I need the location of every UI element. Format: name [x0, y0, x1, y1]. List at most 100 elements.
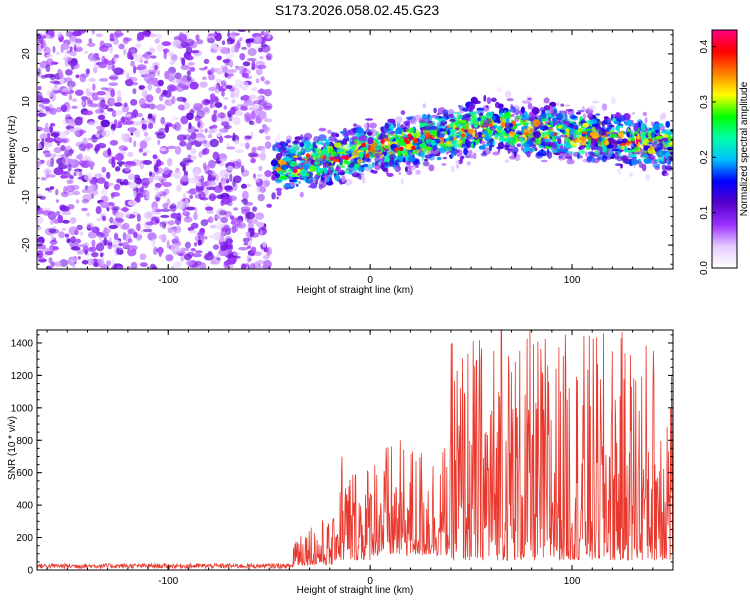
spectrogram-cell	[118, 163, 123, 168]
spectrogram-cell	[382, 167, 388, 172]
spectrogram-cell	[52, 246, 59, 251]
spectrogram-cell	[627, 119, 632, 127]
spectrogram-cell	[163, 48, 167, 55]
spectrogram-cell	[496, 86, 502, 93]
spectrogram-cell	[394, 156, 401, 160]
spectrogram-cell	[37, 142, 42, 150]
y-tick-label: 400	[16, 501, 33, 512]
x-tick-label: 100	[564, 576, 581, 587]
spectrogram-cell	[333, 159, 339, 163]
spectrogram-cell	[172, 213, 178, 219]
spectrogram-cell	[218, 210, 227, 216]
spectrogram-cell	[300, 160, 306, 164]
spectrogram-cell	[414, 149, 420, 154]
spectrogram-cell	[455, 159, 460, 166]
spectrogram-cell	[509, 130, 516, 138]
spectrogram-cell	[488, 144, 495, 148]
spectrogram-cell	[143, 132, 149, 137]
spectrogram-cell	[266, 203, 272, 208]
spectrogram-cell	[554, 135, 561, 139]
spectrogram-cell	[533, 131, 541, 139]
spectrogram-cell	[322, 161, 327, 169]
spectrogram-cell	[239, 37, 243, 42]
spectrogram-peak	[361, 143, 366, 148]
spectrogram-cell	[506, 98, 514, 102]
spectrogram-cell	[557, 138, 562, 145]
spectrogram-cell	[163, 167, 170, 175]
spectrogram-cell	[548, 116, 551, 123]
spectrogram-cell	[86, 224, 92, 231]
spectrogram-cell	[45, 145, 49, 150]
spectrogram-cell	[341, 175, 346, 183]
spectrogram-cell	[485, 111, 494, 119]
spectrogram-cell	[601, 103, 608, 111]
spectrogram-cell	[141, 182, 149, 189]
spectrogram-cell	[211, 66, 214, 75]
spectrogram-cell	[186, 70, 191, 76]
spectrogram-cell	[456, 164, 460, 169]
spectrogram-cell	[289, 160, 296, 167]
spectrogram-cell	[193, 103, 200, 107]
spectrogram-cell	[150, 217, 160, 225]
spectrogram-cell	[127, 51, 131, 60]
spectrogram-cell	[151, 78, 159, 87]
spectrogram-cell	[306, 158, 314, 165]
spectrogram-cell	[511, 152, 515, 160]
spectrogram-cell	[260, 76, 265, 82]
spectrogram-cell	[556, 102, 560, 106]
y-tick-label: -20	[21, 237, 32, 252]
spectrogram-cell	[207, 134, 213, 139]
spectrogram-cell	[289, 179, 297, 183]
spectrogram-cell	[75, 42, 81, 49]
spectrogram-cell	[242, 198, 249, 205]
spectrogram-cell	[54, 261, 62, 267]
spectrogram-cell	[121, 104, 126, 113]
spectrogram-cell	[543, 97, 550, 104]
spectrogram-cell	[589, 118, 598, 125]
spectrogram-cell	[356, 150, 364, 153]
spectrogram-cell	[455, 148, 463, 157]
spectrogram-cell	[75, 89, 84, 96]
spectrogram-cell	[77, 256, 81, 260]
spectrogram-cell	[258, 165, 263, 172]
spectrogram-cell	[76, 199, 80, 204]
spectrogram-cell	[450, 165, 455, 173]
spectrogram-cell	[240, 106, 248, 111]
spectrogram-cell	[59, 77, 65, 85]
spectrogram-cell	[202, 162, 207, 170]
spectrogram-cell	[153, 187, 160, 191]
spectrogram-cell	[99, 264, 107, 269]
spectrogram-cell	[449, 113, 454, 119]
spectrogram-cell	[580, 146, 585, 150]
spectrogram-cell	[480, 141, 487, 144]
spectrogram-cell	[79, 171, 83, 179]
spectrogram-y-ticks: -20 -10 0 10 20	[21, 34, 673, 265]
spectrogram-cell	[245, 118, 252, 122]
spectrogram-cell	[367, 131, 373, 136]
spectrogram-cell	[63, 173, 73, 177]
spectrogram-cell	[190, 248, 196, 252]
spectrogram-cell	[505, 117, 510, 124]
spectrogram-cell	[177, 104, 185, 111]
x-tick-label: 0	[367, 275, 373, 286]
spectrogram-cell	[232, 179, 236, 188]
spectrogram-cell	[372, 171, 378, 175]
spectrogram-cell	[497, 132, 502, 138]
spectrogram-cell	[247, 152, 258, 157]
spectrogram-cell	[234, 110, 244, 116]
spectrogram-cell	[109, 139, 119, 146]
spectrogram-cell	[504, 146, 509, 151]
spectrogram-cell	[55, 51, 61, 56]
spectrogram-cell	[82, 242, 89, 247]
spectrogram-cell	[300, 145, 305, 154]
spectrogram-cell	[190, 155, 197, 161]
spectrogram-cell	[180, 41, 189, 48]
spectrogram-cell	[515, 123, 522, 126]
spectrogram-cell	[257, 64, 267, 70]
spectrogram-cell	[183, 193, 186, 199]
spectrogram-cell	[397, 138, 404, 144]
spectrogram-cell	[276, 196, 279, 200]
spectrogram-cell	[82, 137, 88, 147]
x-tick-label: 0	[367, 576, 373, 587]
spectrogram-cell	[565, 108, 574, 112]
